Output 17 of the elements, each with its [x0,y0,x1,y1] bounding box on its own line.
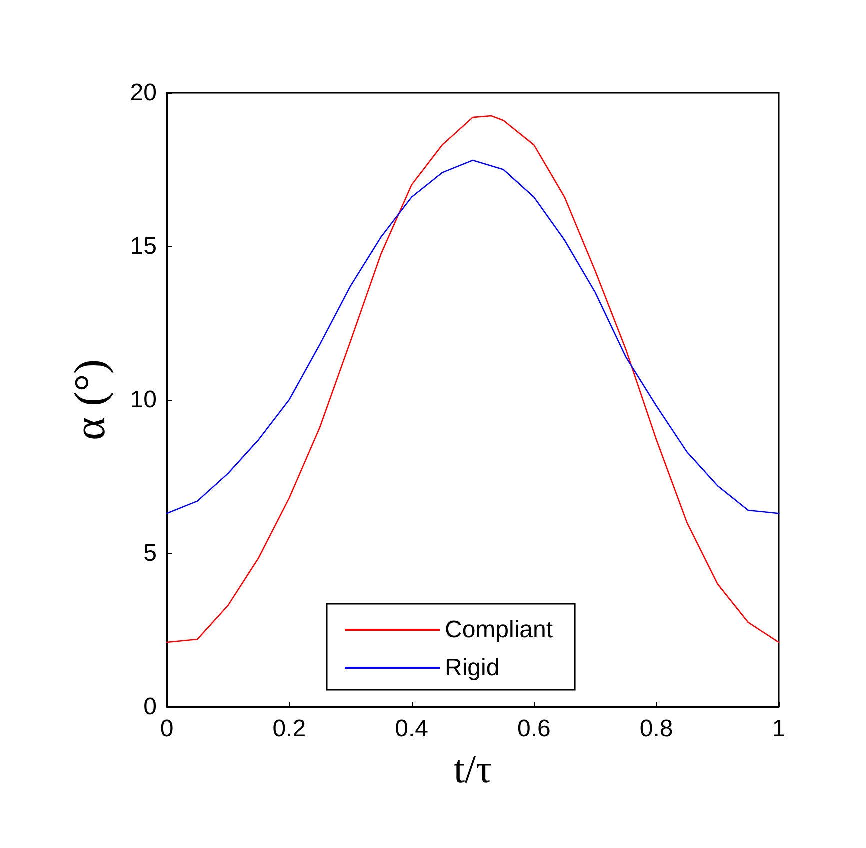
x-tick-label: 0.2 [272,716,306,742]
y-axis-title: α (°) [66,360,114,440]
y-tick-label: 20 [130,80,157,106]
x-tick-label: 0.8 [640,716,674,742]
x-axis-title: t/τ [454,746,492,792]
y-tick-label: 15 [130,233,157,260]
legend-label: Compliant [445,616,554,644]
x-tick-label: 1 [772,716,786,742]
line-series [166,115,780,644]
y-tick-label: 10 [130,386,157,414]
legend-label: Rigid [445,654,500,682]
x-tick-label: 0.6 [518,716,551,742]
x-tick-label: 0.4 [395,716,428,742]
x-tick-label: 0 [160,716,174,742]
y-tick-label: 5 [144,540,157,567]
y-tick-label: 0 [144,694,157,720]
line-series [166,160,780,514]
